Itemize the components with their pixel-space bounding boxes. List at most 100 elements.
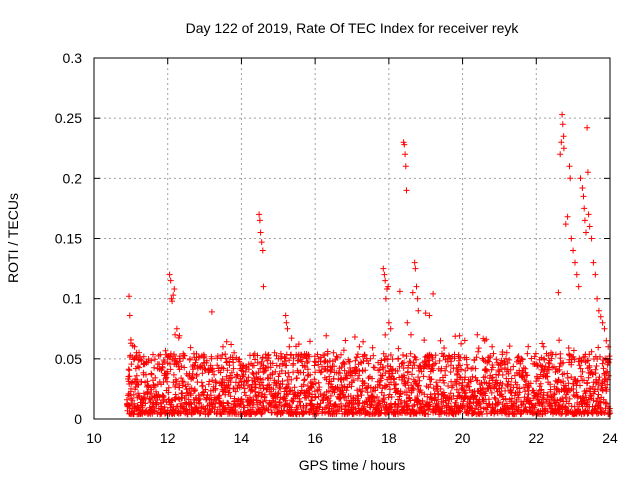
data-point: [356, 343, 363, 350]
data-point: [571, 403, 578, 410]
data-point: [199, 382, 206, 389]
data-point: [474, 377, 481, 384]
data-point: [136, 364, 143, 371]
data-point: [391, 401, 398, 408]
data-point: [377, 402, 384, 409]
data-point: [421, 410, 428, 417]
data-point: [249, 387, 256, 394]
data-point: [578, 358, 585, 365]
data-point: [297, 390, 304, 397]
data-point: [228, 369, 235, 376]
data-point: [595, 391, 602, 398]
data-point: [387, 386, 393, 393]
data-point: [552, 351, 559, 358]
data-point: [192, 387, 198, 394]
data-point: [403, 353, 410, 360]
data-point: [451, 355, 458, 362]
data-point: [214, 353, 221, 359]
data-point: [539, 400, 546, 407]
data-point: [179, 390, 186, 397]
data-point: [138, 402, 145, 409]
data-point: [312, 380, 319, 387]
data-point: [463, 361, 470, 368]
data-point: [151, 364, 158, 371]
data-point: [534, 393, 541, 400]
data-point: [448, 396, 455, 403]
data-point: [252, 384, 259, 391]
data-point: [350, 377, 357, 384]
data-point: [263, 397, 269, 404]
data-point: [361, 380, 368, 387]
data-point: [415, 307, 422, 314]
data-point: [195, 392, 202, 399]
data-point: [216, 392, 223, 399]
data-point: [584, 358, 591, 364]
data-point: [531, 353, 538, 360]
data-point: [395, 356, 402, 362]
data-point: [527, 380, 534, 387]
data-point: [551, 390, 558, 397]
data-point: [220, 343, 226, 350]
data-point: [572, 259, 578, 266]
data-point: [408, 382, 415, 389]
data-point: [585, 211, 592, 218]
data-point: [433, 379, 440, 386]
data-point: [583, 387, 590, 394]
data-point: [568, 374, 575, 381]
data-point: [437, 337, 444, 344]
data-point: [138, 378, 145, 385]
data-point: [140, 390, 147, 397]
data-point: [282, 355, 289, 362]
data-point: [354, 351, 361, 358]
data-point: [590, 397, 597, 404]
data-point: [498, 366, 505, 373]
data-point: [362, 367, 369, 374]
data-point: [249, 369, 256, 376]
data-point: [398, 397, 405, 404]
data-point: [540, 343, 547, 350]
data-point: [157, 351, 164, 358]
data-point: [443, 363, 450, 370]
data-point: [353, 367, 360, 374]
data-point: [245, 366, 252, 373]
data-point: [418, 404, 425, 411]
data-point: [209, 368, 216, 375]
data-point: [415, 382, 422, 389]
data-point: [153, 408, 159, 414]
data-point: [219, 351, 226, 358]
data-point: [491, 394, 498, 401]
data-point: [374, 393, 381, 400]
data-point: [537, 380, 544, 387]
data-point: [560, 359, 567, 366]
data-point: [507, 366, 514, 373]
data-point: [577, 365, 584, 372]
data-point: [524, 372, 531, 379]
data-point: [371, 364, 378, 371]
data-point: [349, 372, 355, 379]
data-point: [264, 357, 271, 364]
data-point: [584, 124, 591, 131]
data-point: [286, 357, 293, 364]
data-point: [388, 379, 394, 386]
data-point: [232, 407, 239, 414]
data-point: [296, 398, 303, 405]
data-point: [593, 363, 600, 369]
data-point: [232, 388, 239, 395]
data-point: [304, 366, 311, 373]
data-point: [518, 355, 525, 362]
data-point: [169, 298, 176, 305]
data-point: [548, 355, 555, 362]
data-point: [222, 391, 229, 398]
data-point: [379, 364, 386, 371]
data-point: [436, 357, 443, 364]
data-point: [227, 393, 234, 400]
data-point: [283, 319, 290, 326]
data-point: [413, 283, 420, 290]
data-point: [367, 355, 374, 362]
data-point: [601, 409, 608, 416]
data-point: [565, 400, 572, 407]
data-point: [499, 393, 506, 400]
data-point: [402, 151, 409, 158]
data-point: [279, 378, 286, 385]
data-point: [178, 363, 185, 370]
